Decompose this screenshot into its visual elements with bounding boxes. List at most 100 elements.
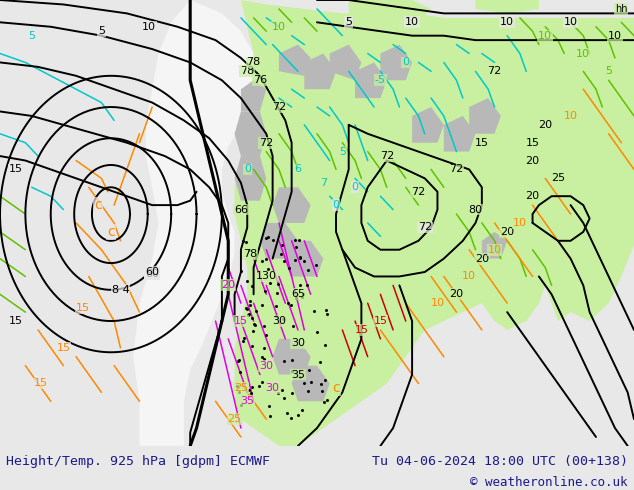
Text: 72: 72 xyxy=(418,222,432,232)
Text: 78: 78 xyxy=(247,57,261,68)
Point xyxy=(303,266,313,273)
Text: 30: 30 xyxy=(259,361,273,370)
Point xyxy=(271,302,281,310)
Point xyxy=(287,356,297,364)
Point xyxy=(320,342,330,349)
Point xyxy=(309,307,319,315)
Point xyxy=(259,344,269,352)
Point xyxy=(280,393,290,401)
Point xyxy=(320,376,330,384)
Point xyxy=(287,367,297,375)
Point xyxy=(263,233,273,241)
Text: 15: 15 xyxy=(9,316,23,326)
Point xyxy=(314,359,325,367)
Text: 7: 7 xyxy=(320,178,327,188)
Text: 20: 20 xyxy=(500,227,514,237)
Text: 72: 72 xyxy=(450,165,463,174)
Point xyxy=(268,236,278,244)
Text: 25: 25 xyxy=(234,383,248,393)
Text: 20: 20 xyxy=(538,120,552,130)
Text: 10: 10 xyxy=(538,31,552,41)
Point xyxy=(295,253,305,261)
Text: hh: hh xyxy=(615,4,628,14)
Point xyxy=(273,389,283,396)
Point xyxy=(238,237,248,245)
Text: 15: 15 xyxy=(526,138,540,147)
Text: 60: 60 xyxy=(145,269,159,279)
Text: 25: 25 xyxy=(228,414,242,424)
Point xyxy=(236,267,247,275)
Point xyxy=(316,380,326,388)
Point xyxy=(259,288,269,295)
Text: 15: 15 xyxy=(234,316,248,326)
Text: © weatheronline.co.uk: © weatheronline.co.uk xyxy=(470,476,628,489)
Point xyxy=(306,378,316,386)
Point xyxy=(298,290,308,298)
Point xyxy=(263,265,273,273)
Text: 15: 15 xyxy=(373,316,387,326)
Point xyxy=(279,357,289,365)
Text: 5: 5 xyxy=(339,147,346,157)
Text: 65: 65 xyxy=(291,289,305,299)
Polygon shape xyxy=(476,0,539,13)
Point xyxy=(319,398,329,406)
Text: c: c xyxy=(107,225,115,239)
Polygon shape xyxy=(330,45,361,80)
Text: 15: 15 xyxy=(34,378,48,389)
Point xyxy=(241,238,251,245)
Text: 15: 15 xyxy=(75,303,89,313)
Point xyxy=(278,257,288,265)
Text: 35: 35 xyxy=(240,396,254,406)
Point xyxy=(317,387,327,395)
Point xyxy=(245,297,255,305)
Point xyxy=(248,327,258,335)
Text: 5: 5 xyxy=(98,26,105,36)
Point xyxy=(294,236,304,244)
Polygon shape xyxy=(380,45,412,80)
Point xyxy=(292,243,302,250)
Text: c: c xyxy=(94,198,102,212)
Point xyxy=(250,321,260,329)
Polygon shape xyxy=(133,0,260,446)
Point xyxy=(277,241,287,249)
Polygon shape xyxy=(241,80,266,112)
Point xyxy=(291,294,301,302)
Text: 10: 10 xyxy=(513,218,527,228)
Point xyxy=(295,254,305,262)
Point xyxy=(239,334,249,342)
Text: 10: 10 xyxy=(405,17,419,27)
Point xyxy=(261,234,271,242)
Point xyxy=(251,307,261,315)
Text: 15: 15 xyxy=(9,165,23,174)
Point xyxy=(302,281,312,289)
Text: 30: 30 xyxy=(291,338,305,348)
Text: 10: 10 xyxy=(576,49,590,58)
Point xyxy=(235,368,245,375)
Text: 10: 10 xyxy=(142,22,156,32)
Polygon shape xyxy=(285,241,323,276)
Point xyxy=(281,409,292,417)
Point xyxy=(234,356,244,364)
Point xyxy=(288,321,298,329)
Text: 30: 30 xyxy=(272,316,286,326)
Text: 72: 72 xyxy=(488,66,501,76)
Polygon shape xyxy=(304,53,336,89)
Text: 20: 20 xyxy=(450,289,463,299)
Text: 10: 10 xyxy=(564,111,578,121)
Text: 0: 0 xyxy=(243,165,251,174)
Point xyxy=(233,358,243,366)
Point xyxy=(257,378,268,386)
Point xyxy=(266,279,276,287)
Point xyxy=(244,386,254,394)
Point xyxy=(259,355,269,363)
Point xyxy=(271,312,281,319)
Text: 25: 25 xyxy=(551,173,565,183)
Point xyxy=(259,322,269,330)
Point xyxy=(290,256,300,264)
Point xyxy=(245,301,255,309)
Text: 0: 0 xyxy=(402,57,410,68)
Point xyxy=(303,388,313,395)
Point xyxy=(276,250,286,258)
Text: 72: 72 xyxy=(411,187,425,197)
Point xyxy=(261,331,271,339)
